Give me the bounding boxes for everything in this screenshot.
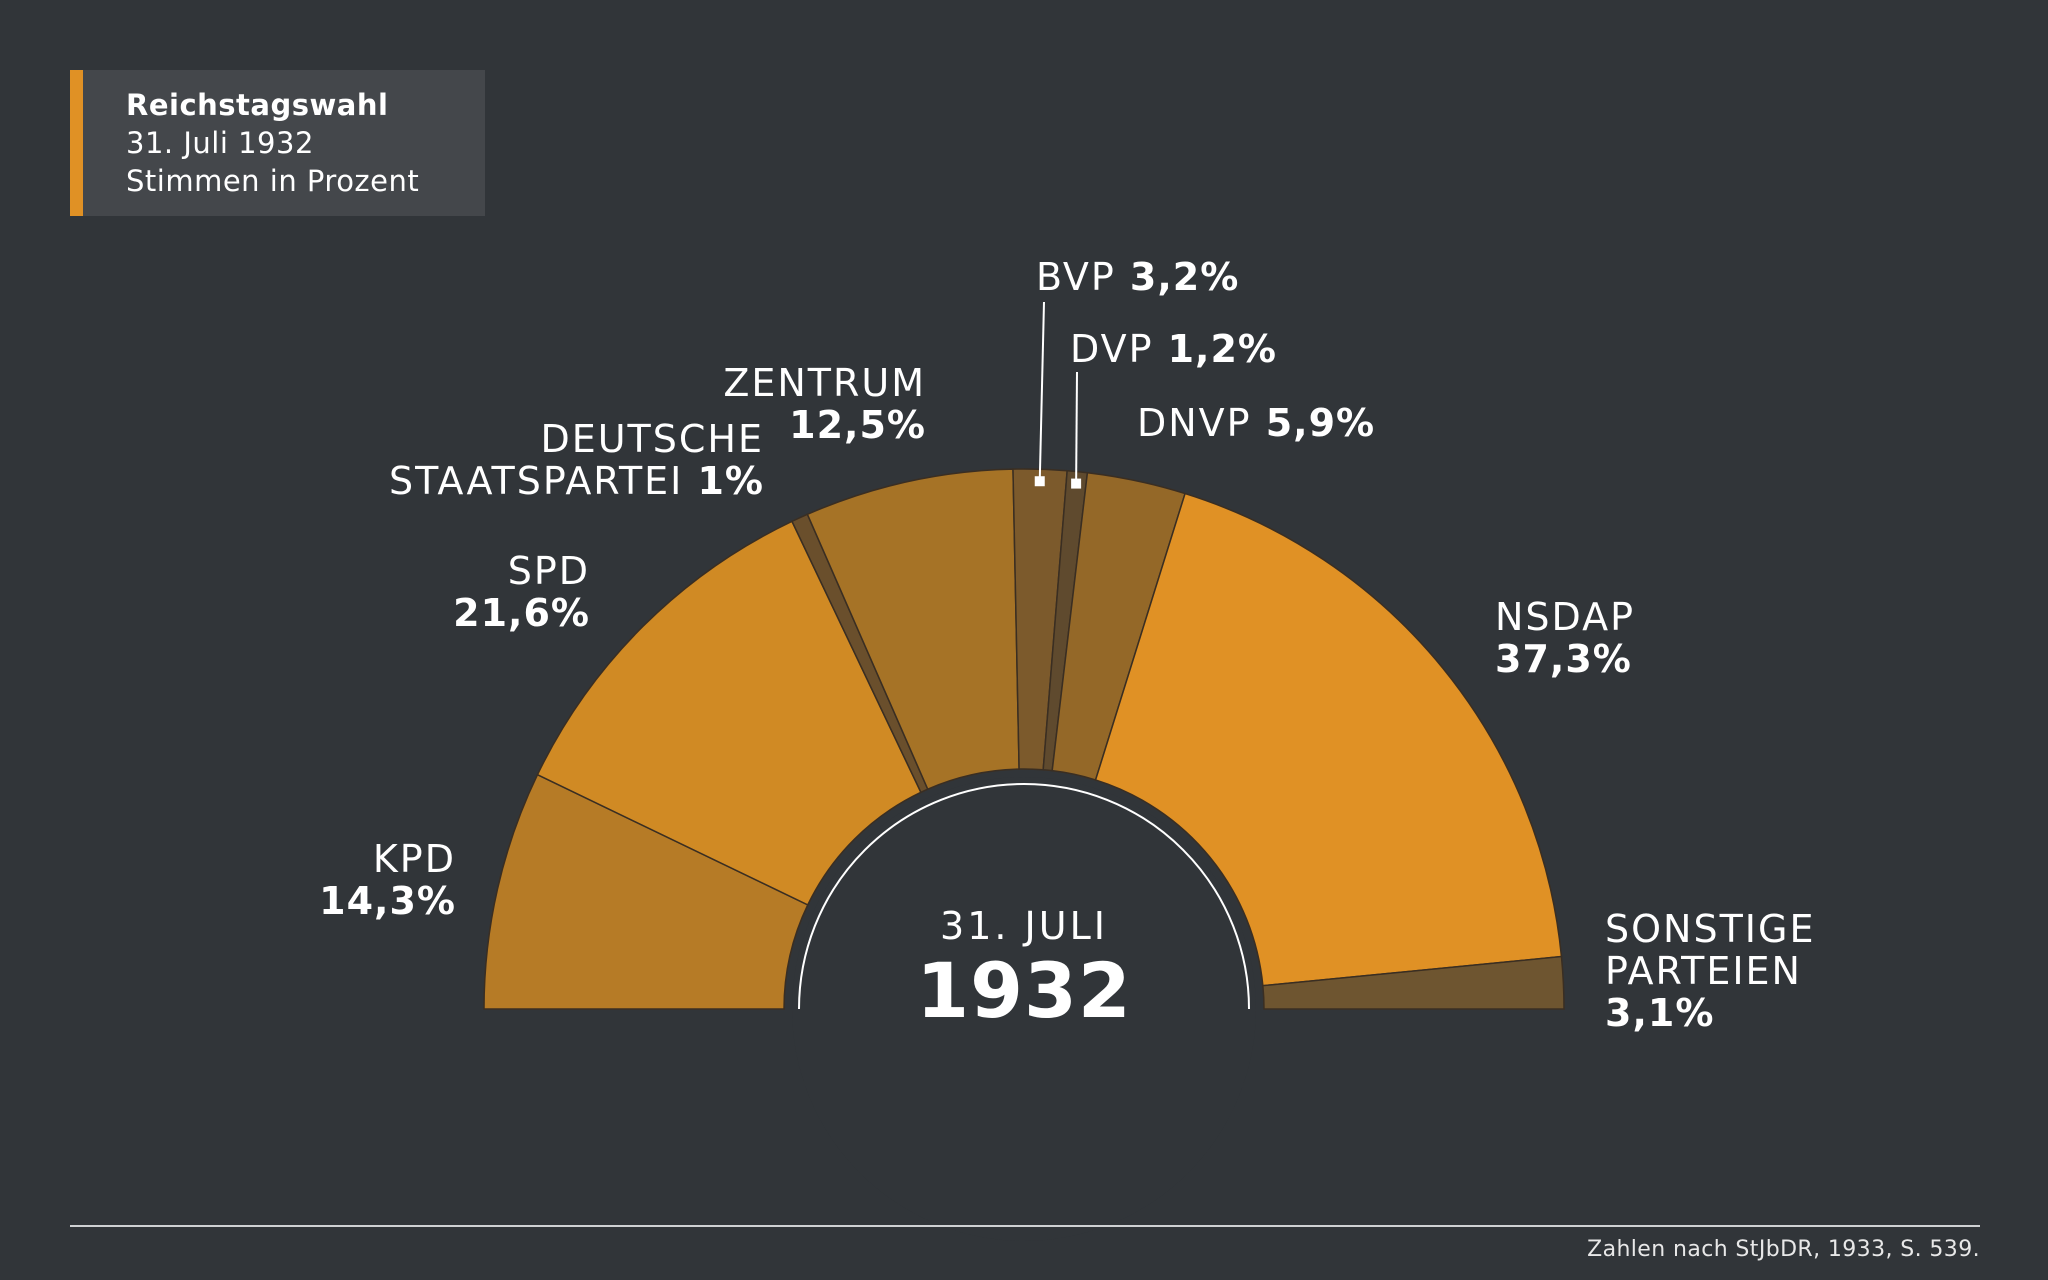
- label-deutsche-staatspartei: DEUTSCHE STAATSPARTEI 1%: [389, 417, 764, 503]
- label-nsdap: NSDAP 37,3%: [1495, 595, 1636, 681]
- center-date-label: 31. JULI: [940, 904, 1108, 948]
- label-dnvp: DNVP 5,9%: [1137, 401, 1376, 445]
- chart-subtitle-unit: Stimmen in Prozent: [126, 164, 420, 198]
- title-accent-bar: [70, 70, 83, 216]
- label-bvp: BVP 3,2%: [1036, 255, 1240, 299]
- slice-sonstige-parteien: [1262, 955, 1565, 1010]
- source-note: Zahlen nach StJbDR, 1933, S. 539.: [1587, 1237, 1980, 1262]
- slice-spd: [536, 520, 922, 906]
- leader-line-dvp: [1075, 371, 1078, 484]
- leader-line-bvp: [1038, 301, 1045, 482]
- chart-title-box: Reichstagswahl 31. Juli 1932 Stimmen in …: [70, 70, 485, 216]
- slice-nsdap: [1094, 492, 1563, 987]
- leader-dot-dvp: [1071, 478, 1082, 489]
- footer-divider: [70, 1225, 1980, 1227]
- leader-dot-bvp: [1034, 476, 1045, 487]
- label-zentrum: ZENTRUM 12,5%: [723, 361, 926, 447]
- label-spd: SPD 21,6%: [453, 549, 590, 635]
- inner-hole: [792, 777, 1256, 1241]
- label-kpd: KPD 14,3%: [319, 837, 456, 923]
- inner-ring-line: [798, 783, 1250, 1010]
- chart-title: Reichstagswahl: [126, 88, 389, 122]
- center-year-label: 1932: [916, 946, 1132, 1035]
- label-dvp: DVP 1,2%: [1070, 327, 1277, 371]
- label-sonstige-parteien: SONSTIGE PARTEIEN 3,1%: [1605, 907, 1816, 1035]
- chart-subtitle-date: 31. Juli 1932: [126, 126, 314, 160]
